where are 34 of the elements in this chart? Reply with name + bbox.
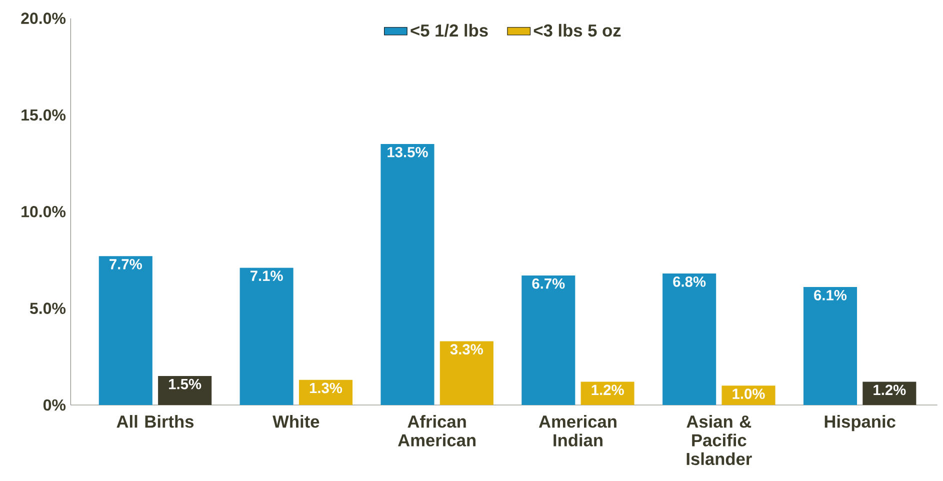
data-label: 1.5%: [169, 378, 202, 390]
bar: [298, 380, 353, 405]
x-tick-label: Asian & Pacific Islander: [686, 415, 752, 466]
bar: [440, 341, 494, 405]
data-label: 6.8%: [673, 276, 706, 287]
data-label: 13.5%: [388, 146, 428, 158]
data-label: 3.3%: [450, 344, 483, 355]
x-tick-label: White: [272, 415, 320, 428]
bar: [803, 287, 858, 405]
y-tick-label: 15.0%: [22, 109, 66, 121]
y-tick-label: 0%: [43, 399, 66, 411]
data-label: 1.0%: [732, 388, 765, 399]
legend-label: <3 lbs 5 oz: [534, 24, 621, 37]
bar: [240, 268, 294, 405]
bar: [98, 256, 152, 405]
data-label: 1.2%: [874, 384, 906, 396]
data-label: 7.7%: [110, 259, 142, 270]
data-label: 6.1%: [814, 290, 847, 300]
bar: [662, 274, 716, 405]
x-tick-label: African American: [398, 415, 476, 446]
bar: [380, 144, 434, 405]
x-tick-label: All Births: [116, 415, 194, 428]
bar: [522, 275, 576, 405]
y-tick-label: 10.0%: [22, 206, 66, 218]
legend-label: <5 1/2 lbs: [410, 24, 488, 37]
data-label: 1.3%: [310, 382, 342, 394]
data-label: 6.7%: [532, 278, 565, 289]
y-tick-label: 5.0%: [30, 302, 66, 314]
data-label: 7.1%: [250, 270, 283, 281]
x-tick-label: American Indian: [538, 415, 616, 446]
data-label: 1.2%: [592, 384, 624, 396]
x-tick-label: Hispanic: [824, 415, 896, 432]
bar: [158, 376, 212, 405]
y-tick-label: 20.0%: [21, 12, 66, 24]
